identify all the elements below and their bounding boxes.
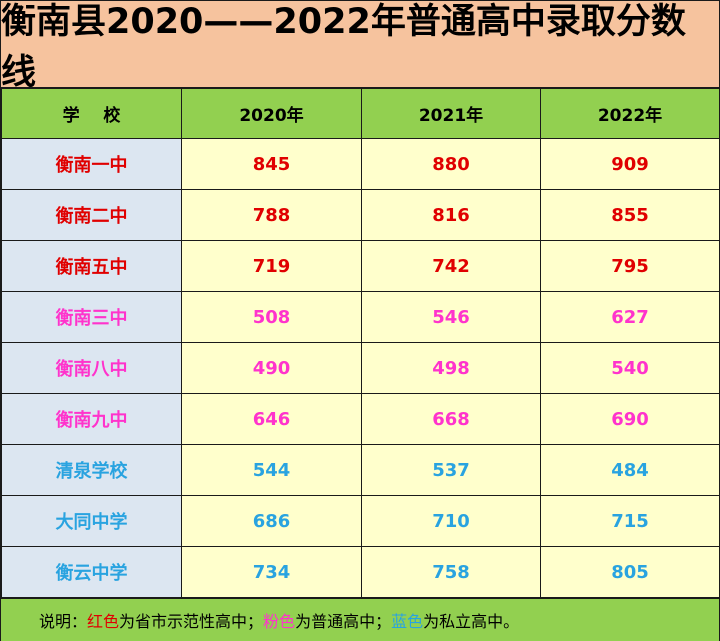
score-2022: 484 [540, 444, 720, 496]
score-2021: 742 [361, 240, 541, 292]
score-2022: 805 [540, 546, 720, 598]
table-row: 衡云中学 734 758 805 [1, 546, 720, 598]
score-2021: 668 [361, 393, 541, 445]
score-2021: 816 [361, 189, 541, 241]
score-2021: 880 [361, 138, 541, 190]
note-pink-text: 为普通高中； [295, 612, 392, 631]
school-name: 衡南一中 [1, 138, 182, 190]
note-blue-label: 蓝色 [391, 612, 424, 631]
score-2021: 498 [361, 342, 541, 394]
school-name: 衡南五中 [1, 240, 182, 292]
legend-note: 说明： 红色 为省市示范性高中； 粉色 为普通高中； 蓝色 为私立高中。 [1, 598, 719, 641]
score-2020: 788 [181, 189, 362, 241]
school-name: 大同中学 [1, 495, 182, 547]
score-2022: 627 [540, 291, 720, 343]
school-name: 衡南九中 [1, 393, 182, 445]
score-2021: 537 [361, 444, 541, 496]
score-2020: 490 [181, 342, 362, 394]
table-row: 衡南九中 646 668 690 [1, 393, 720, 445]
school-name: 衡南二中 [1, 189, 182, 241]
score-2022: 855 [540, 189, 720, 241]
score-2021: 710 [361, 495, 541, 547]
table-row: 清泉学校 544 537 484 [1, 444, 720, 496]
header-year-2020: 2020年 [181, 88, 362, 139]
note-pink-label: 粉色 [263, 612, 296, 631]
note-blue-text: 为私立高中。 [423, 612, 520, 631]
school-name: 衡南三中 [1, 291, 182, 343]
score-2022: 909 [540, 138, 720, 190]
note-red-label: 红色 [87, 612, 120, 631]
header-school: 学 校 [1, 88, 182, 139]
note-prefix: 说明： [39, 612, 88, 631]
school-name: 衡云中学 [1, 546, 182, 598]
header-year-2021: 2021年 [361, 88, 541, 139]
score-2020: 719 [181, 240, 362, 292]
score-2020: 646 [181, 393, 362, 445]
score-2021: 546 [361, 291, 541, 343]
score-2020: 508 [181, 291, 362, 343]
score-2021: 758 [361, 546, 541, 598]
score-2022: 795 [540, 240, 720, 292]
score-2020: 734 [181, 546, 362, 598]
header-year-2022: 2022年 [540, 88, 720, 139]
table-row: 衡南一中 845 880 909 [1, 138, 720, 190]
page-title: 衡南县2020——2022年普通高中录取分数线 [1, 1, 719, 93]
table-row: 衡南五中 719 742 795 [1, 240, 720, 292]
table-row: 衡南三中 508 546 627 [1, 291, 720, 343]
score-2020: 686 [181, 495, 362, 547]
table-row: 大同中学 686 710 715 [1, 495, 720, 547]
table-row: 衡南八中 490 498 540 [1, 342, 720, 394]
score-2022: 715 [540, 495, 720, 547]
score-2022: 540 [540, 342, 720, 394]
table-header-row: 学 校 2020年 2021年 2022年 [1, 88, 720, 139]
score-2020: 544 [181, 444, 362, 496]
note-red-text: 为省市示范性高中； [119, 612, 264, 631]
score-2020: 845 [181, 138, 362, 190]
school-name: 衡南八中 [1, 342, 182, 394]
score-2022: 690 [540, 393, 720, 445]
school-name: 清泉学校 [1, 444, 182, 496]
score-table: 学 校 2020年 2021年 2022年 衡南一中 845 880 909 衡… [1, 88, 720, 598]
table-row: 衡南二中 788 816 855 [1, 189, 720, 241]
